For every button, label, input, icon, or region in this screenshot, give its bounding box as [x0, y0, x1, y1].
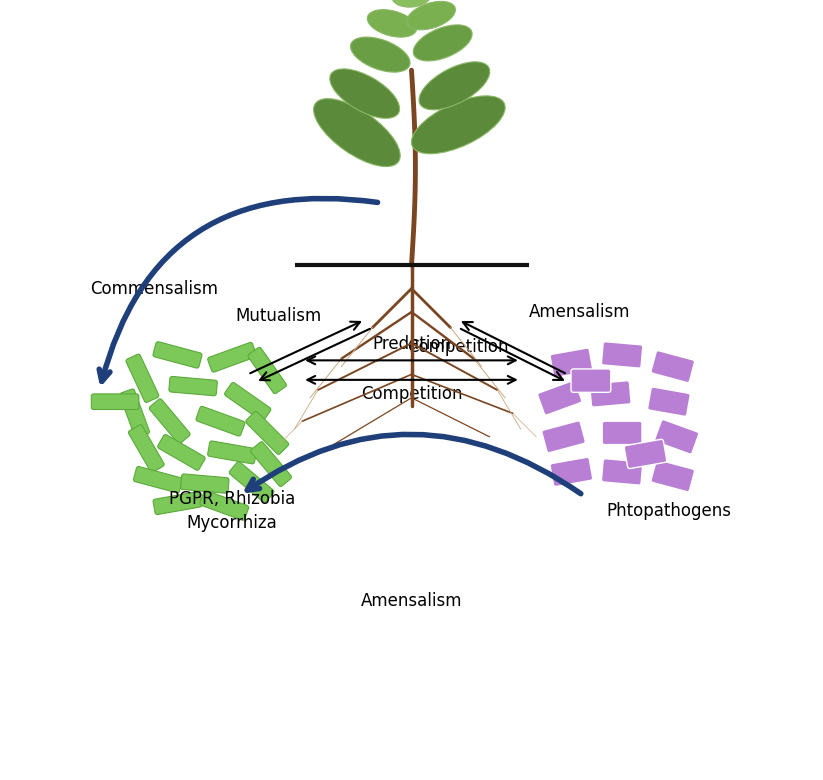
Ellipse shape [351, 37, 410, 72]
FancyBboxPatch shape [153, 491, 202, 515]
Text: Competition: Competition [407, 338, 509, 356]
Ellipse shape [330, 69, 400, 119]
Text: Mutualism: Mutualism [235, 307, 322, 325]
FancyBboxPatch shape [180, 474, 229, 493]
FancyBboxPatch shape [651, 460, 695, 491]
FancyBboxPatch shape [590, 381, 631, 407]
FancyBboxPatch shape [126, 354, 159, 402]
FancyBboxPatch shape [550, 457, 593, 487]
Text: Amensalism: Amensalism [528, 303, 630, 321]
Text: Predation: Predation [372, 335, 451, 353]
FancyBboxPatch shape [207, 342, 257, 372]
FancyBboxPatch shape [537, 381, 582, 415]
Text: Commensalism: Commensalism [90, 279, 218, 298]
FancyBboxPatch shape [91, 394, 139, 410]
FancyBboxPatch shape [542, 421, 585, 452]
FancyBboxPatch shape [196, 406, 244, 436]
Ellipse shape [407, 2, 455, 30]
FancyBboxPatch shape [158, 434, 205, 470]
FancyBboxPatch shape [149, 399, 190, 444]
Ellipse shape [413, 25, 472, 61]
Text: PGPR, Rhizobia
Mycorrhiza: PGPR, Rhizobia Mycorrhiza [169, 490, 295, 532]
FancyBboxPatch shape [153, 342, 202, 368]
FancyBboxPatch shape [169, 377, 217, 395]
FancyBboxPatch shape [229, 462, 274, 502]
FancyBboxPatch shape [602, 342, 643, 368]
FancyBboxPatch shape [246, 411, 289, 455]
Text: Phtopathogens: Phtopathogens [607, 502, 732, 520]
FancyBboxPatch shape [119, 389, 150, 438]
Text: Amensalism: Amensalism [360, 591, 463, 610]
FancyBboxPatch shape [200, 491, 249, 520]
FancyBboxPatch shape [602, 421, 642, 445]
FancyArrowPatch shape [100, 198, 378, 381]
FancyBboxPatch shape [624, 439, 667, 469]
Ellipse shape [314, 98, 400, 167]
FancyArrowPatch shape [247, 434, 581, 494]
FancyBboxPatch shape [248, 347, 286, 394]
Ellipse shape [419, 62, 490, 110]
FancyBboxPatch shape [654, 420, 699, 454]
Ellipse shape [367, 9, 416, 37]
FancyBboxPatch shape [651, 351, 695, 382]
FancyBboxPatch shape [128, 425, 165, 472]
Ellipse shape [412, 96, 505, 154]
FancyBboxPatch shape [602, 459, 643, 485]
FancyBboxPatch shape [207, 441, 257, 464]
FancyBboxPatch shape [225, 382, 271, 421]
Ellipse shape [392, 0, 431, 7]
FancyBboxPatch shape [133, 466, 183, 493]
FancyBboxPatch shape [571, 369, 611, 392]
FancyBboxPatch shape [251, 441, 291, 487]
Text: Competition: Competition [360, 385, 463, 403]
FancyBboxPatch shape [648, 387, 690, 417]
FancyBboxPatch shape [550, 348, 593, 378]
